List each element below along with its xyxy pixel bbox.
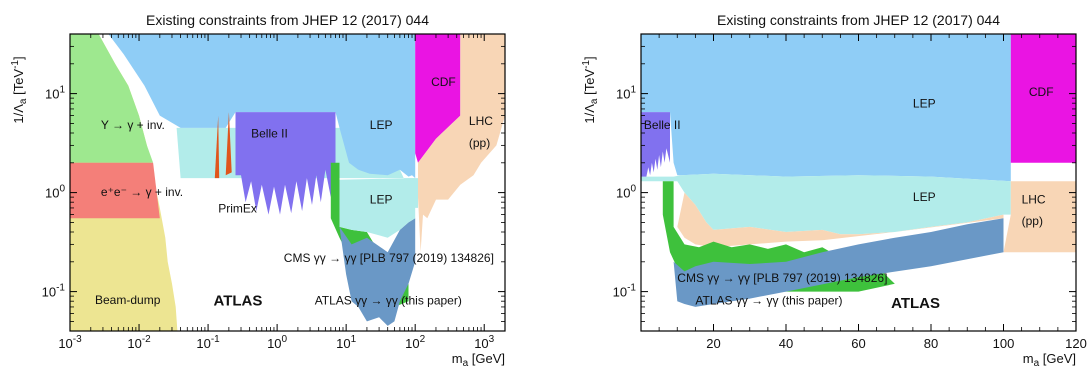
region-lhc-pp xyxy=(418,34,505,253)
label-cdf: CDF xyxy=(1029,85,1054,99)
region-atlas xyxy=(673,218,1004,307)
region-atlas xyxy=(339,218,416,326)
x-axis: 20 40 60 80 100 120 xyxy=(640,34,1087,351)
label-lep: LEP xyxy=(913,97,936,111)
label-beam-dump: Beam-dump xyxy=(95,293,161,307)
region-belle-ii xyxy=(641,112,670,177)
x-tick-label: 100 xyxy=(993,336,1015,351)
y-tick-label: 10-1 xyxy=(42,283,66,300)
label-belle-ii: Belle II xyxy=(251,127,288,141)
label-lhc: LHC xyxy=(469,114,493,128)
label-cdf: CDF xyxy=(431,75,456,89)
label-lep: LEP xyxy=(370,192,393,206)
x-tick-label: 101 xyxy=(336,334,356,351)
x-tick-label: 60 xyxy=(851,336,865,351)
region-labels: Belle II LEP LEP CDF LHC (pp) CMS γγ → γγ [PLB… xyxy=(644,85,1054,312)
x-tick-label: 103 xyxy=(474,334,494,351)
label-atlas: ATLAS xyxy=(214,293,263,310)
x-tick-label: 120 xyxy=(1065,336,1087,351)
x-axis-label: ma [GeV] xyxy=(452,351,505,369)
plot-frame xyxy=(69,33,506,332)
region-lhc-pp xyxy=(1003,181,1076,253)
region-primex-1 xyxy=(214,115,220,179)
y-tick-label: 100 xyxy=(616,184,636,201)
x-tick-label: 40 xyxy=(779,336,793,351)
x-tick-label: 10-1 xyxy=(196,334,220,351)
label-cms-plb-797-2019-134826: CMS γγ → γγ [PLB 797 (2019) 134826] xyxy=(677,271,887,285)
label-atlas-this-paper: ATLAS γγ → γγ (this paper) xyxy=(315,294,462,308)
y-axis-label: 1/Λa [TeV-1] xyxy=(10,56,29,123)
chart-title: Existing constraints from JHEP 12 (2017)… xyxy=(717,12,1000,28)
x-axis: 10-3 10-2 10-1 100 101 102 103 xyxy=(58,34,506,351)
label-pp: (pp) xyxy=(469,136,490,150)
chart-panel-2: 20 40 60 80 100 120 10-1 100 101 Existing constra… xyxy=(581,12,1087,369)
region-labels: Beam-dump Υ → γ + inv. e⁺e⁻ → γ + inv. Prim… xyxy=(95,75,494,310)
label-inv: Υ → γ + inv. xyxy=(101,118,165,132)
y-axis: 10-1 100 101 xyxy=(613,33,1076,332)
region-lhc-band xyxy=(677,192,1004,248)
chart-panel-1: 10-3 10-2 10-1 100 101 102 103 10-1 100 101 Existi… xyxy=(10,12,506,369)
x-tick-label: 100 xyxy=(267,334,287,351)
y-axis-label: 1/Λa [TeV-1] xyxy=(581,56,600,123)
x-tick-label: 20 xyxy=(706,336,720,351)
region-lep-light-2 xyxy=(339,178,416,238)
region-primex-2 xyxy=(225,112,232,176)
label-pp: (pp) xyxy=(1022,214,1043,228)
region-lep xyxy=(108,34,416,179)
chart-title: Existing constraints from JHEP 12 (2017)… xyxy=(146,12,429,28)
exclusion-regions xyxy=(70,34,505,331)
x-tick-label: 102 xyxy=(405,334,425,351)
y-tick-label: 101 xyxy=(45,85,65,102)
label-lep: LEP xyxy=(370,118,393,132)
label-e-e-inv: e⁺e⁻ → γ + inv. xyxy=(101,185,183,199)
label-primex: PrimEx xyxy=(218,202,257,216)
region-e-e-inv xyxy=(70,162,160,219)
label-belle-ii: Belle II xyxy=(644,118,681,132)
region-inv xyxy=(70,34,154,163)
label-lep: LEP xyxy=(913,190,936,204)
y-axis: 10-1 100 101 xyxy=(42,33,505,332)
label-atlas-this-paper: ATLAS γγ → γγ (this paper) xyxy=(695,294,842,308)
x-axis-label: ma [GeV] xyxy=(1023,351,1076,369)
region-cdf xyxy=(1010,34,1076,163)
y-tick-label: 100 xyxy=(45,184,65,201)
label-atlas: ATLAS xyxy=(891,295,940,312)
exclusion-regions xyxy=(641,34,1076,307)
y-tick-label: 10-1 xyxy=(613,283,637,300)
x-tick-label: 10-3 xyxy=(58,334,82,351)
x-tick-label: 10-2 xyxy=(127,334,151,351)
region-belle-ii xyxy=(235,112,336,215)
x-tick-label: 80 xyxy=(924,336,938,351)
region-lep-light xyxy=(641,173,1011,235)
y-tick-label: 101 xyxy=(616,85,636,102)
label-lhc: LHC xyxy=(1022,192,1046,206)
region-cdf xyxy=(415,34,461,163)
label-cms-plb-797-2019-134826: CMS γγ → γγ [PLB 797 (2019) 134826] xyxy=(284,251,494,265)
region-lep xyxy=(641,34,1011,182)
